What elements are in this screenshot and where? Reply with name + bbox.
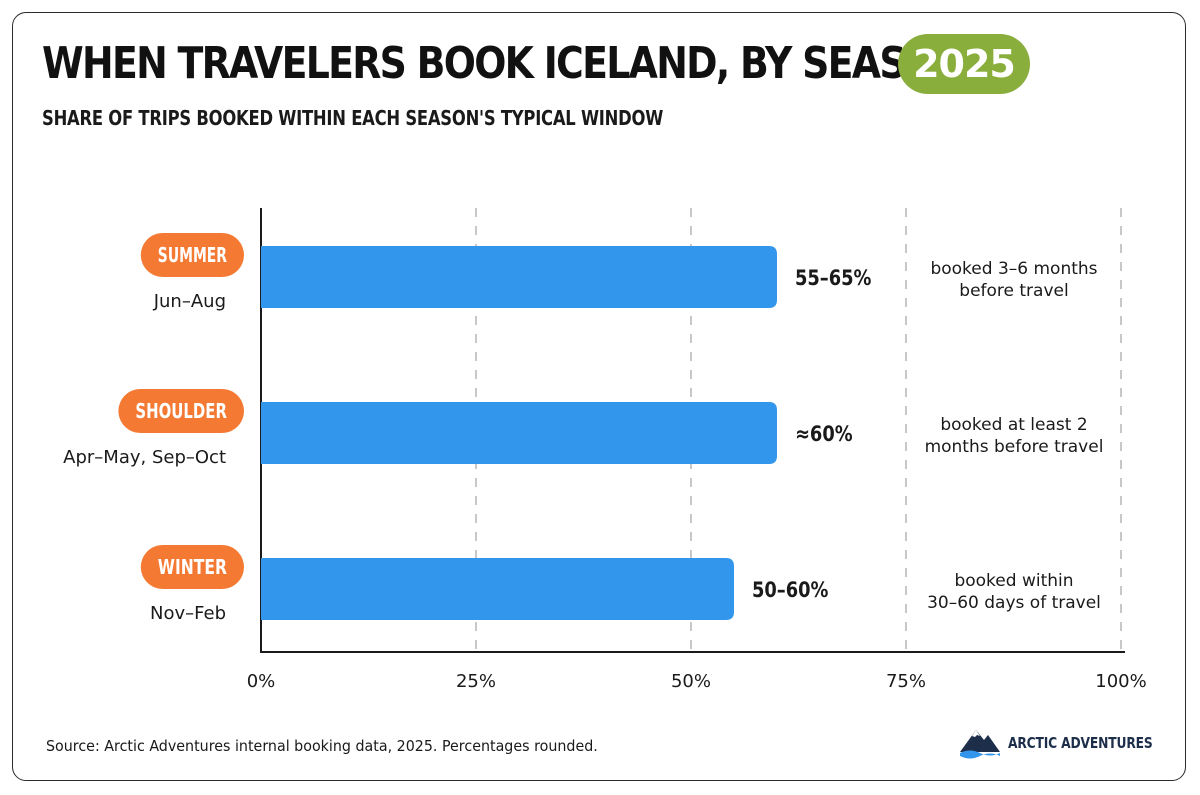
bar-summer <box>261 246 777 308</box>
x-tick-label: 25% <box>456 671 496 692</box>
season-pill-shoulder <box>118 389 244 433</box>
note-shoulder-line-1: booked at least 2 <box>940 415 1087 435</box>
value-label-summer: 55–65% <box>795 266 871 291</box>
chart-subtitle: SHARE OF TRIPS BOOKED WITHIN EACH SEASON… <box>42 106 664 130</box>
note-winter-line-1: booked within <box>954 571 1073 591</box>
value-label-shoulder: ≈60% <box>795 422 853 447</box>
x-tick-label: 75% <box>886 671 926 692</box>
note-summer-line-1: booked 3–6 months <box>930 259 1097 279</box>
bar-shoulder <box>261 402 777 464</box>
brand-name: ARCTIC ADVENTURES <box>1008 734 1153 752</box>
x-tick-label: 100% <box>1095 671 1146 692</box>
season-label-shoulder: SHOULDER <box>135 399 227 423</box>
season-label-winter: WINTER <box>158 555 227 579</box>
season-period-winter: Nov–Feb <box>150 603 226 624</box>
season-pill-winter <box>140 545 244 589</box>
note-summer-line-2: before travel <box>959 281 1068 301</box>
note-winter-line-2: 30–60 days of travel <box>927 593 1101 613</box>
brand-logo: ARCTIC ADVENTURES <box>958 726 1184 760</box>
x-tick-label: 50% <box>671 671 711 692</box>
value-label-winter: 50–60% <box>752 578 828 603</box>
season-label-summer: SUMMER <box>158 243 227 267</box>
season-pill-summer <box>140 233 244 277</box>
note-shoulder-line-2: months before travel <box>925 437 1104 457</box>
chart-title: WHEN TRAVELERS BOOK ICELAND, BY SEASON <box>42 38 967 89</box>
season-period-shoulder: Apr–May, Sep–Oct <box>63 447 226 468</box>
x-tick-label: 0% <box>247 671 276 692</box>
bar-winter <box>261 558 734 620</box>
season-period-summer: Jun–Aug <box>153 291 226 312</box>
year-badge: 2025 <box>898 34 1030 94</box>
mountain-logo-icon <box>960 730 1000 759</box>
source-note: Source: Arctic Adventures internal booki… <box>46 737 598 755</box>
